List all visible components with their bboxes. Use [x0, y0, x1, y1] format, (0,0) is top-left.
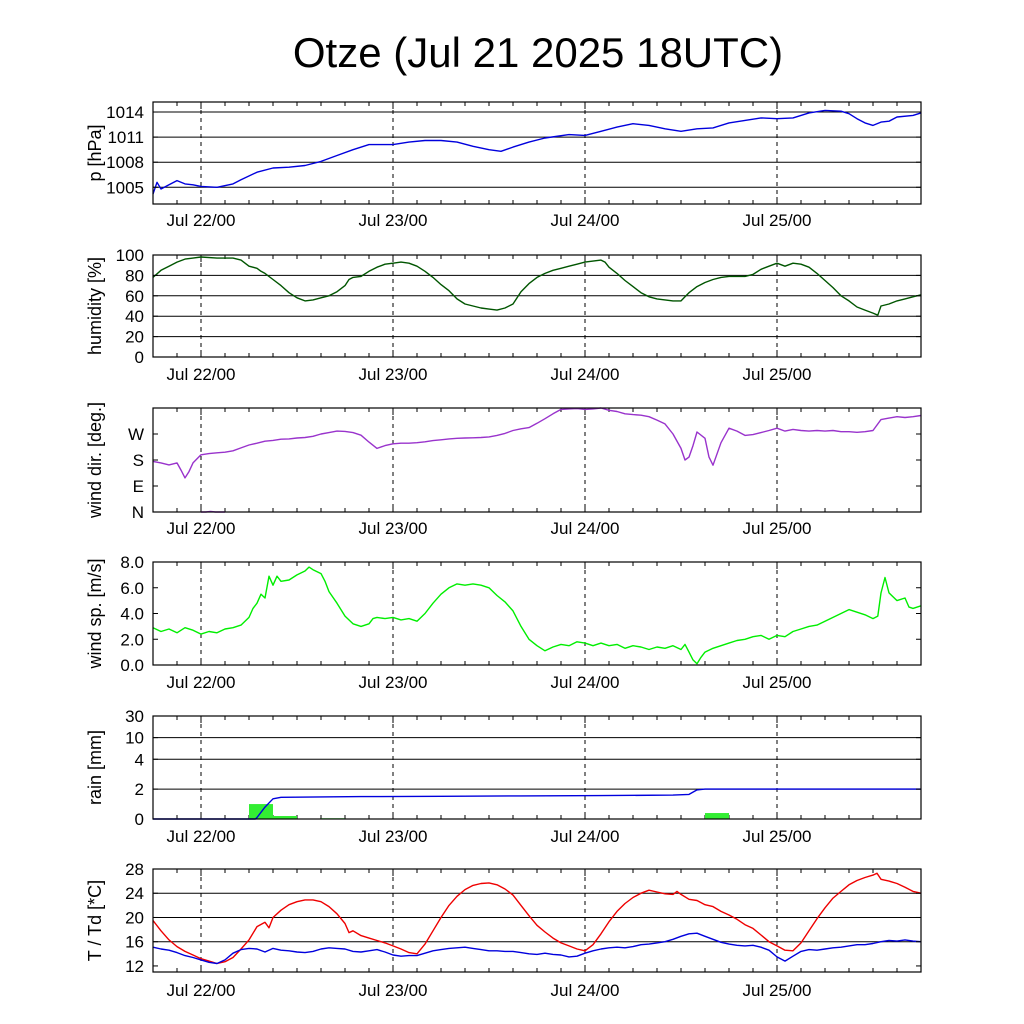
series-dewpoint-line: [152, 932, 922, 965]
y-axis-label: wind dir. [deg.]: [85, 402, 105, 519]
y-tick-label: 2: [135, 780, 144, 799]
y-axis-label: wind sp. [m/s]: [85, 558, 105, 669]
x-tick-label: Jul 24/00: [551, 365, 620, 384]
y-tick-label: 100: [116, 246, 144, 265]
y-tick-label: 40: [125, 307, 144, 326]
y-tick-label: N: [132, 503, 144, 522]
panel-5: Jul 22/00 Jul 23/00 Jul 24/00 Jul 25/00 12 16…: [85, 860, 922, 1000]
x-tick-label: Jul 24/00: [551, 981, 620, 1000]
x-tick-label: Jul 23/00: [359, 211, 428, 230]
y-tick-label: E: [133, 477, 144, 496]
plot-frame: [152, 407, 922, 513]
y-tick-label: 4: [135, 750, 144, 769]
y-tick-label: 1014: [106, 103, 144, 122]
x-tick-label: Jul 25/00: [743, 827, 812, 846]
y-axis-label: T / Td [*C]: [85, 880, 105, 961]
series-pressure-line: [152, 109, 922, 195]
x-tick-label: Jul 22/00: [167, 365, 236, 384]
x-tick-label: Jul 25/00: [743, 211, 812, 230]
plot-frame: [152, 715, 922, 820]
series-wind_speed-line: [152, 566, 922, 665]
y-tick-label: S: [133, 451, 144, 470]
y-axis-label: rain [mm]: [85, 730, 105, 805]
x-tick-label: Jul 25/00: [743, 365, 812, 384]
y-tick-label: 24: [125, 884, 144, 903]
y-tick-label: 1011: [107, 128, 144, 147]
y-tick-label: W: [128, 425, 144, 444]
y-tick-label: 6.0: [120, 579, 144, 598]
plot-frame: [152, 561, 922, 666]
rain-bar: [705, 813, 729, 819]
y-tick-label: 20: [125, 328, 144, 347]
plot-frame: [152, 254, 922, 358]
rain-bar: [273, 816, 297, 819]
x-tick-label: Jul 22/00: [167, 673, 236, 692]
y-tick-label: 12: [125, 957, 144, 976]
x-tick-label: Jul 25/00: [743, 673, 812, 692]
series-rain_total-line: [153, 788, 921, 820]
y-tick-label: 80: [125, 266, 144, 285]
x-tick-label: Jul 22/00: [167, 981, 236, 1000]
panel-3: Jul 22/00 Jul 23/00 Jul 24/00 Jul 25/00 0.0 2…: [85, 553, 922, 692]
x-tick-label: Jul 24/00: [551, 673, 620, 692]
series-temperature-line: [152, 872, 922, 965]
panel-2: Jul 22/00 Jul 23/00 Jul 24/00 Jul 25/00 NESW…: [85, 402, 922, 538]
series-humidity-line: [152, 256, 922, 316]
x-tick-label: Jul 25/00: [743, 981, 812, 1000]
x-tick-label: Jul 24/00: [551, 827, 620, 846]
y-tick-label: 1005: [106, 178, 144, 197]
y-tick-label: 28: [125, 860, 144, 879]
x-tick-label: Jul 25/00: [743, 519, 812, 538]
y-tick-label: 0.0: [120, 656, 144, 675]
y-tick-label: 20: [125, 908, 144, 927]
x-tick-label: Jul 23/00: [359, 981, 428, 1000]
y-tick-label: 0: [135, 810, 144, 829]
y-tick-label: 10: [125, 729, 144, 748]
x-tick-label: Jul 23/00: [359, 365, 428, 384]
x-tick-label: Jul 22/00: [167, 519, 236, 538]
panel-0: Jul 22/00 Jul 23/00 Jul 24/00 Jul 25/00 1005…: [85, 101, 922, 230]
y-tick-label: 4.0: [120, 605, 144, 624]
y-axis-label: humidity [%]: [85, 257, 105, 355]
y-tick-label: 8.0: [120, 553, 144, 572]
plot-frame: [152, 101, 922, 205]
y-tick-label: 0: [135, 348, 144, 367]
x-tick-label: Jul 22/00: [167, 211, 236, 230]
panel-1: Jul 22/00 Jul 23/00 Jul 24/00 Jul 25/00 020 4…: [85, 246, 922, 384]
y-tick-label: 30: [125, 707, 144, 726]
y-tick-label: 60: [125, 287, 144, 306]
chart-title: Otze (Jul 21 2025 18UTC): [293, 29, 783, 76]
y-tick-label: 1008: [106, 153, 144, 172]
y-tick-label: 2.0: [120, 630, 144, 649]
y-tick-label: 16: [125, 933, 144, 952]
y-axis-label: p [hPa]: [85, 124, 105, 181]
series-wind_dir-line: [152, 407, 922, 479]
panel-4: Jul 22/00 Jul 23/00 Jul 24/00 Jul 25/00 0 2 4 1…: [85, 707, 922, 846]
x-tick-label: Jul 24/00: [551, 519, 620, 538]
x-tick-label: Jul 24/00: [551, 211, 620, 230]
x-tick-label: Jul 23/00: [359, 519, 428, 538]
x-tick-label: Jul 22/00: [167, 827, 236, 846]
x-tick-label: Jul 23/00: [359, 827, 428, 846]
x-tick-label: Jul 23/00: [359, 673, 428, 692]
plot-frame: [152, 868, 922, 973]
